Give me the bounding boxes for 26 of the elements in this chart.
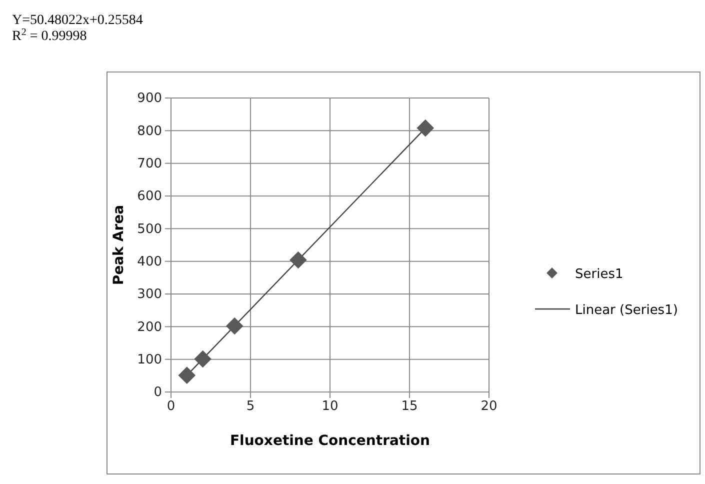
legend-label: Series1 — [575, 267, 624, 282]
x-tick-label: 20 — [480, 399, 498, 414]
y-tick-label: 400 — [137, 254, 162, 270]
point — [226, 317, 244, 335]
y-tick-label: 100 — [137, 352, 162, 368]
x-tick-label: 0 — [166, 399, 176, 414]
text: Y=50.48022x+0.25584 — [12, 13, 143, 28]
point — [194, 350, 212, 368]
legend-label: Linear (Series1) — [575, 303, 678, 318]
point — [416, 119, 434, 137]
x-tick-label: 15 — [401, 399, 418, 414]
y-tick-label: 800 — [137, 124, 162, 139]
y-tick-label: 900 — [137, 91, 162, 106]
point — [290, 251, 307, 269]
y-tick-label: 600 — [137, 189, 162, 204]
x-axis-title: Fluoxetine Concentration — [230, 433, 430, 449]
y-tick-label: 500 — [137, 222, 162, 237]
y-tick-label: 300 — [137, 287, 162, 302]
point — [178, 366, 196, 384]
x-tick-label: 5 — [246, 399, 255, 414]
text: R$^{2}$ = 0.99998 — [12, 26, 87, 44]
y-tick-label: 200 — [137, 320, 162, 335]
y-axis-title: Peak Area — [111, 204, 127, 286]
y-tick-label: 700 — [137, 156, 162, 172]
x-tick-label: 10 — [322, 399, 338, 414]
y-tick-label: 0 — [154, 385, 162, 400]
